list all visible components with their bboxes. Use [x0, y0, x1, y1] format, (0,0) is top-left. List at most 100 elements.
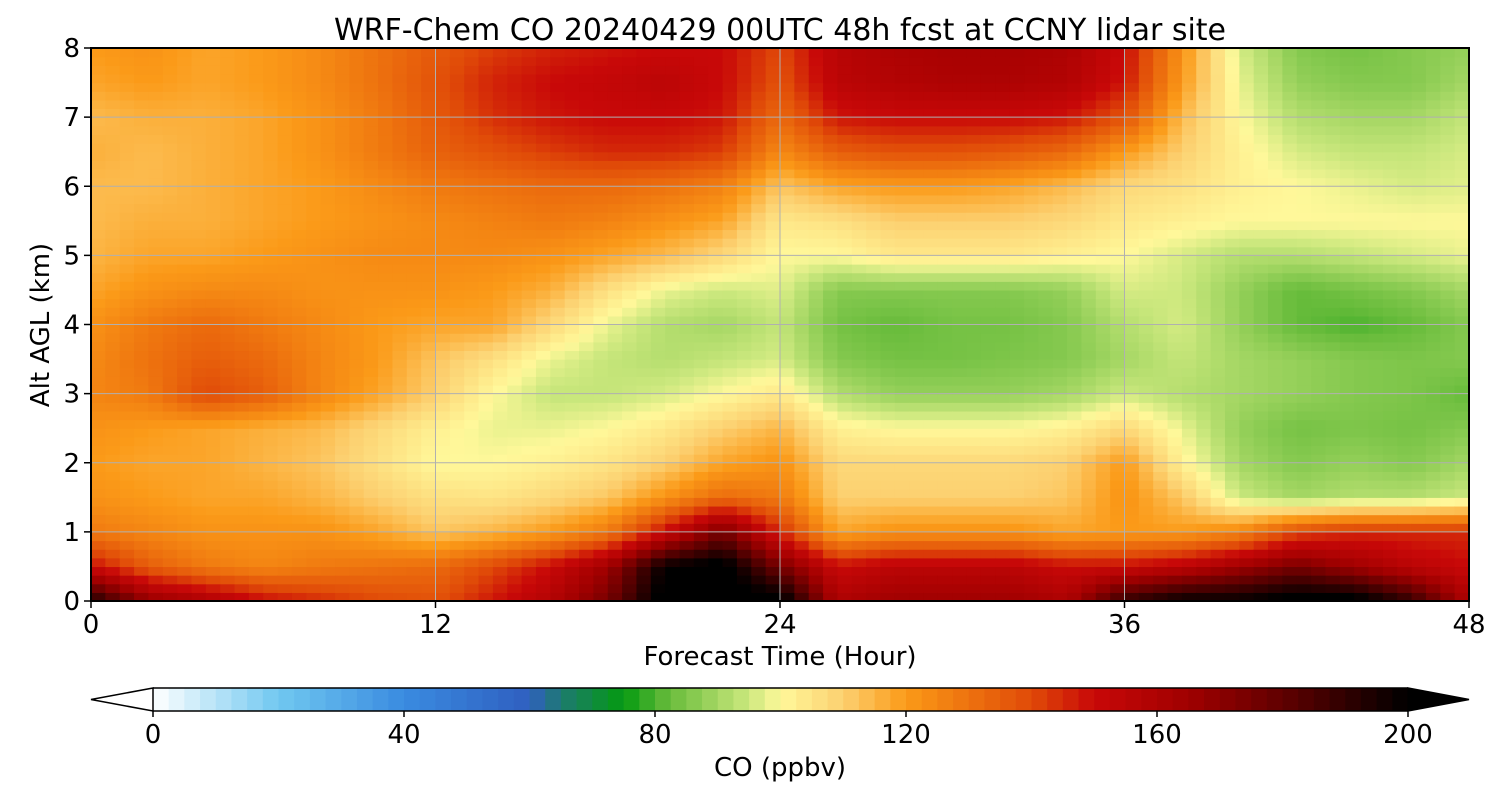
heatmap-cell: [1253, 428, 1269, 438]
heatmap-cell: [995, 264, 1011, 274]
heatmap-cell: [464, 549, 480, 559]
heatmap-cell: [363, 436, 379, 447]
heatmap-cell: [1268, 575, 1283, 585]
heatmap-cell: [823, 264, 839, 274]
heatmap-cell: [1253, 359, 1269, 369]
heatmap-cell: [335, 281, 350, 291]
heatmap-cell: [1110, 531, 1126, 542]
heatmap-cell: [1368, 350, 1384, 360]
heatmap-cell: [679, 419, 695, 429]
heatmap-cell: [1425, 324, 1441, 334]
heatmap-cell: [1354, 505, 1370, 516]
heatmap-cell: [291, 531, 307, 542]
heatmap-cell: [263, 324, 279, 334]
heatmap-cell: [880, 428, 896, 438]
heatmap-cell: [177, 333, 193, 343]
heatmap-cell: [550, 488, 566, 498]
heatmap-cell: [851, 289, 867, 300]
heatmap-cell: [808, 307, 824, 317]
heatmap-cell: [751, 505, 767, 516]
heatmap-cell: [1009, 272, 1025, 282]
heatmap-cell: [478, 367, 494, 377]
heatmap-cell: [966, 540, 982, 550]
heatmap-cell: [1368, 575, 1384, 585]
heatmap-cell: [780, 514, 795, 524]
heatmap-cell: [1138, 514, 1154, 524]
heatmap-cell: [1282, 359, 1298, 369]
heatmap-cell: [162, 471, 178, 481]
heatmap-cell: [1440, 281, 1456, 291]
heatmap-cell: [162, 177, 178, 187]
heatmap-cell: [263, 333, 279, 343]
heatmap-cell: [1354, 402, 1370, 412]
heatmap-cell: [636, 203, 652, 213]
heatmap-cell: [234, 350, 250, 360]
heatmap-cell: [665, 160, 681, 170]
heatmap-cell: [1167, 160, 1183, 170]
heatmap-cell: [650, 246, 666, 256]
heatmap-cell: [995, 402, 1011, 412]
heatmap-cell: [1153, 220, 1169, 231]
heatmap-cell: [650, 583, 666, 593]
heatmap-cell: [320, 531, 336, 542]
heatmap-cell: [248, 462, 264, 472]
heatmap-cell: [1052, 462, 1068, 472]
heatmap-cell: [1110, 583, 1126, 593]
heatmap-cell: [162, 289, 178, 300]
heatmap-cell: [622, 540, 638, 550]
heatmap-cell: [736, 359, 752, 369]
heatmap-cell: [708, 393, 724, 403]
heatmap-cell: [191, 428, 207, 438]
heatmap-cell: [162, 281, 178, 291]
heatmap-cell: [995, 575, 1011, 585]
heatmap-cell: [564, 497, 580, 507]
heatmap-cell: [736, 333, 752, 343]
heatmap-cell: [665, 428, 681, 438]
heatmap-cell: [808, 367, 824, 377]
heatmap-cell: [794, 393, 810, 403]
heatmap-cell: [650, 333, 666, 343]
heatmap-cell: [1196, 575, 1212, 585]
heatmap-cell: [823, 281, 839, 291]
heatmap-cell: [1024, 246, 1039, 256]
heatmap-cell: [162, 549, 178, 559]
heatmap-cell: [306, 462, 322, 472]
heatmap-cell: [148, 514, 164, 524]
heatmap-cell: [134, 298, 150, 308]
heatmap-cell: [91, 359, 106, 369]
heatmap-cell: [105, 462, 121, 472]
heatmap-cell: [708, 281, 724, 291]
heatmap-cell: [636, 531, 652, 542]
heatmap-cell: [378, 557, 394, 568]
heatmap-cell: [636, 454, 652, 464]
heatmap-cell: [162, 307, 178, 317]
heatmap-cell: [464, 350, 480, 360]
heatmap-cell: [909, 220, 925, 231]
heatmap-cell: [679, 307, 695, 317]
heatmap-cell: [708, 298, 724, 308]
heatmap-cell: [736, 393, 752, 403]
heatmap-cell: [421, 151, 437, 161]
heatmap-cell: [593, 359, 609, 369]
heatmap-cell: [449, 315, 465, 326]
heatmap-cell: [1311, 177, 1327, 187]
heatmap-cell: [105, 333, 121, 343]
heatmap-cell: [449, 497, 465, 507]
heatmap-cell: [679, 531, 695, 542]
heatmap-cell: [1138, 480, 1154, 490]
heatmap-cell: [1253, 540, 1269, 550]
heatmap-cell: [378, 238, 394, 248]
heatmap-cell: [1153, 168, 1169, 179]
heatmap-cell: [880, 505, 896, 516]
heatmap-cell: [119, 246, 135, 256]
heatmap-cell: [1224, 177, 1240, 187]
heatmap-cell: [765, 212, 781, 222]
heatmap-cell: [378, 566, 394, 576]
heatmap-cell: [1325, 212, 1341, 222]
heatmap-cell: [492, 566, 508, 576]
heatmap-cell: [1009, 523, 1025, 533]
heatmap-cell: [492, 160, 508, 170]
heatmap-cell: [736, 514, 752, 524]
heatmap-cell: [263, 480, 279, 490]
heatmap-cell: [91, 315, 106, 326]
